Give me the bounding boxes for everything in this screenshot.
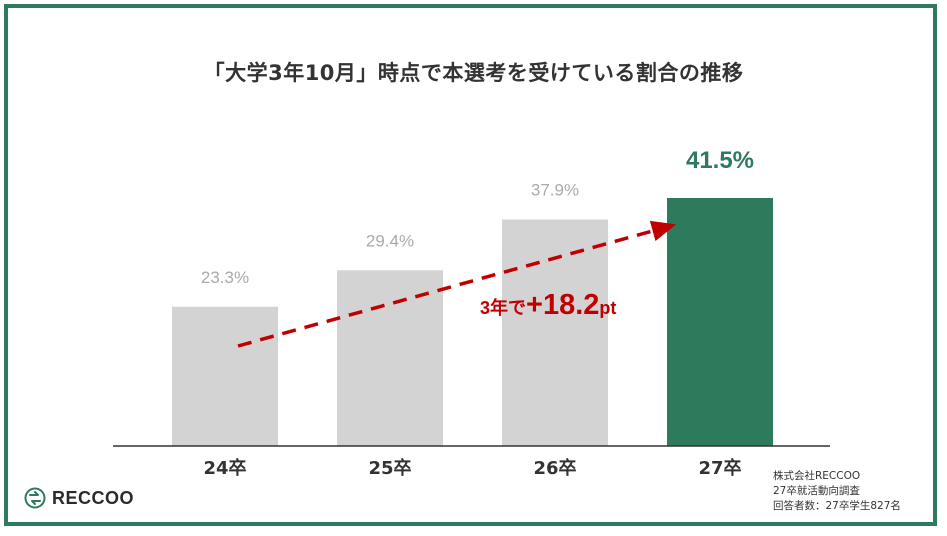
annotation-suffix: pt <box>599 298 616 318</box>
x-tick-label-25卒: 25卒 <box>368 457 411 479</box>
value-label-26卒: 37.9% <box>531 181 579 200</box>
x-tick-label-26卒: 26卒 <box>533 457 576 479</box>
value-label-27卒: 41.5% <box>686 147 754 174</box>
x-tick-label-27卒: 27卒 <box>698 457 741 479</box>
source-line-company: 株式会社RECCOO <box>773 470 861 482</box>
increase-annotation: 3年で+18.2pt <box>480 289 616 321</box>
reccoo-logo: RECCOO <box>24 487 134 509</box>
value-label-25卒: 29.4% <box>366 231 414 250</box>
bar-27卒 <box>667 198 773 446</box>
trend-arrow <box>237 220 677 348</box>
annotation-prefix: 3年で <box>480 297 526 318</box>
bar-26卒 <box>502 219 608 446</box>
chart-title: 「大学3年10月」時点で本選考を受けている割合の推移 <box>203 61 744 85</box>
chart-frame <box>4 4 937 526</box>
reccoo-logo-icon <box>24 487 46 509</box>
source-line-respondents: 回答者数：27卒学生827名 <box>773 500 901 512</box>
x-tick-label-24卒: 24卒 <box>203 457 246 479</box>
source-line-survey: 27卒就活動向調査 <box>773 485 860 497</box>
bar-24卒 <box>172 306 278 446</box>
logo-text: RECCOO <box>52 487 135 508</box>
bar-25卒 <box>337 270 443 446</box>
source-note: 株式会社RECCOO 27卒就活動向調査 回答者数：27卒学生827名 <box>773 469 901 514</box>
annotation-value: +18.2 <box>526 289 599 321</box>
value-label-24卒: 23.3% <box>201 268 249 287</box>
